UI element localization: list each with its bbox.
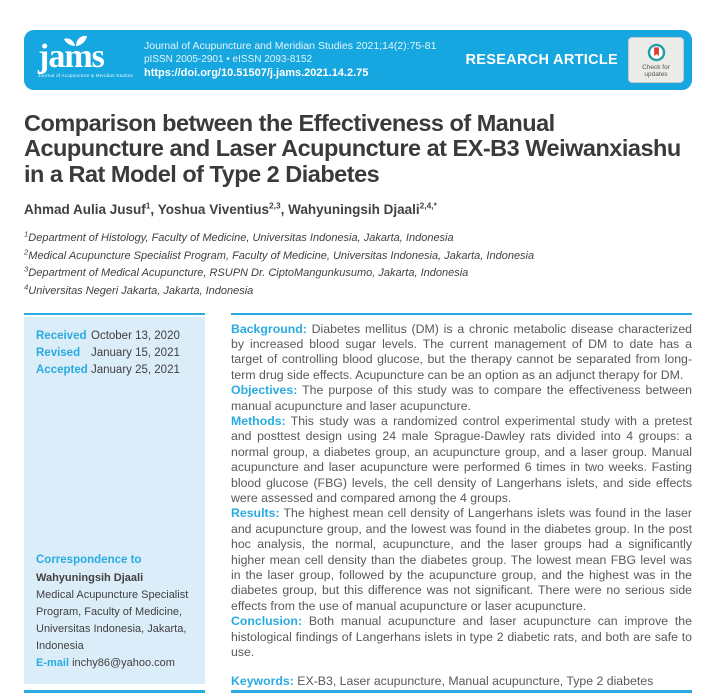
correspondence-heading: Correspondence to xyxy=(36,553,142,566)
abstract-objectives: Objectives: The purpose of this study wa… xyxy=(231,383,692,413)
banner-right: RESEARCH ARTICLE Check for updates xyxy=(465,37,684,83)
abstract-methods: Methods: This study was a randomized con… xyxy=(231,413,692,505)
correspondence-name: Wahyuningsih Djaali xyxy=(36,571,144,584)
author-affiliation-sup: 1 xyxy=(145,200,151,211)
author-affiliation-sup: 2,4,* xyxy=(419,200,437,211)
sprout-leaf-icon xyxy=(64,35,87,46)
author: Ahmad Aulia Jusuf1, xyxy=(24,200,158,218)
affiliation: 1Department of Histology, Faculty of Med… xyxy=(24,229,454,245)
correspondence-email-row: E-mail inchy86@yahoo.com xyxy=(36,656,175,669)
abstract-column: Background: Diabetes mellitus (DM) is a … xyxy=(231,312,692,693)
review-history: Received October 13, 2020 Revised January … xyxy=(36,328,195,379)
crossmark-label: Check for updates xyxy=(642,63,670,78)
abstract-results: Results: The highest mean cell density o… xyxy=(231,506,692,613)
issn-line: pISSN 2005-2901 • eISSN 2093-8152 xyxy=(144,54,313,65)
affiliation: 4Universitas Negeri Jakarta, Jakarta, In… xyxy=(24,282,254,297)
history-row: Received October 13, 2020 xyxy=(36,329,180,342)
sidebar-panel: Received October 13, 2020 Revised January … xyxy=(24,316,205,684)
affiliations-block: 1Department of Histology, Faculty of Med… xyxy=(24,230,692,300)
abstract-conclusion: Conclusion: Both manual acupuncture and … xyxy=(231,614,692,660)
author-affiliation-sup: 2,3 xyxy=(268,200,281,211)
journal-logo: jams Journal of Acupuncture & Meridian S… xyxy=(38,35,134,78)
affiliation: 2Medical Acupuncture Specialist Program,… xyxy=(24,247,535,262)
article-type-label: RESEARCH ARTICLE xyxy=(465,52,618,68)
author: Yoshua Viventius2,3, xyxy=(157,200,289,218)
publication-info: Journal of Acupuncture and Meridian Stud… xyxy=(144,39,466,81)
abstract-background: Background: Diabetes mellitus (DM) is a … xyxy=(231,321,692,382)
check-for-updates-badge[interactable]: Check for updates xyxy=(628,37,684,83)
journal-banner: jams Journal of Acupuncture & Meridian S… xyxy=(24,30,692,90)
author: Wahyuningsih Djaali2,4,* xyxy=(288,200,437,218)
article-title: Comparison between the Effectiveness of … xyxy=(24,110,681,187)
author-line: Ahmad Aulia Jusuf1, Yoshua Viventius2,3,… xyxy=(24,200,692,218)
crossmark-icon xyxy=(647,43,665,61)
history-row: Revised January 15, 2021 xyxy=(36,346,180,359)
keywords-line: Keywords: EX-B3, Laser acupuncture, Manu… xyxy=(231,674,654,689)
history-row: Accepted January 25, 2021 xyxy=(36,363,180,376)
doi-link[interactable]: https://doi.org/10.51507/j.jams.2021.14.… xyxy=(144,67,369,79)
correspondence-block: Correspondence to Wahyuningsih Djaali Me… xyxy=(36,552,195,672)
correspondence-email[interactable]: inchy86@yahoo.com xyxy=(72,656,175,669)
correspondence-address: Medical Acupuncture Specialist Program, … xyxy=(36,588,189,652)
article-meta-and-abstract: Received October 13, 2020 Revised January … xyxy=(24,312,692,693)
sidebar-column: Received October 13, 2020 Revised January … xyxy=(24,312,205,693)
journal-citation: Journal of Acupuncture and Meridian Stud… xyxy=(144,40,437,52)
logo-tagline: Journal of Acupuncture & Meridian Studie… xyxy=(38,73,134,78)
journal-first-page: jams Journal of Acupuncture & Meridian S… xyxy=(24,30,692,693)
affiliation: 3Department of Medical Acupuncture, RSUP… xyxy=(24,264,469,280)
